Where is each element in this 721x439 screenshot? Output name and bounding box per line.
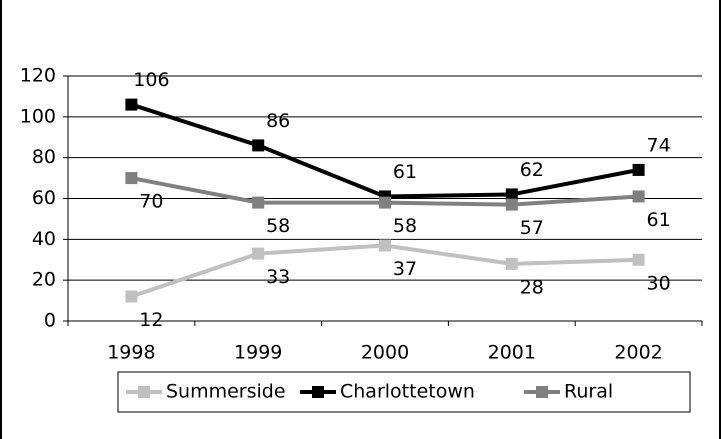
data-point bbox=[632, 190, 645, 203]
data-label: 57 bbox=[520, 217, 544, 239]
data-point bbox=[252, 139, 265, 152]
y-tick-label: 100 bbox=[20, 105, 56, 127]
y-tick-label: 40 bbox=[32, 228, 56, 250]
legend-label: Charlottetown bbox=[340, 381, 475, 403]
data-point bbox=[125, 172, 138, 185]
x-tick-label: 1999 bbox=[234, 342, 282, 364]
data-label: 61 bbox=[393, 161, 417, 183]
x-tick-label: 1998 bbox=[107, 342, 155, 364]
data-point bbox=[379, 239, 391, 252]
data-point bbox=[505, 198, 518, 211]
data-label: 33 bbox=[266, 266, 290, 288]
series-line bbox=[130, 102, 639, 199]
x-tick-label: 2000 bbox=[361, 342, 409, 364]
y-tick-label: 120 bbox=[20, 65, 56, 87]
data-label: 28 bbox=[520, 276, 544, 298]
data-label: 30 bbox=[647, 272, 671, 294]
data-point bbox=[252, 196, 265, 209]
data-point bbox=[252, 247, 265, 260]
data-point bbox=[505, 188, 518, 201]
legend-label: Summerside bbox=[166, 381, 286, 403]
data-point bbox=[632, 253, 645, 266]
data-label: 37 bbox=[393, 258, 417, 280]
data-label: 61 bbox=[647, 209, 671, 231]
y-tick-label: 20 bbox=[32, 269, 56, 291]
legend-label: Rural bbox=[564, 381, 613, 403]
data-label: 106 bbox=[133, 69, 169, 91]
legend-marker bbox=[138, 386, 150, 398]
data-point bbox=[632, 163, 645, 176]
y-tick-label: 80 bbox=[32, 146, 56, 168]
data-label: 12 bbox=[139, 309, 163, 331]
data-point bbox=[505, 257, 518, 270]
data-label: 86 bbox=[266, 110, 290, 132]
y-tick-label: 0 bbox=[44, 310, 56, 332]
x-tick-label: 2002 bbox=[614, 342, 662, 364]
x-tick-label: 2001 bbox=[488, 342, 536, 364]
data-point bbox=[379, 196, 391, 209]
data-point bbox=[125, 98, 138, 111]
series-line bbox=[130, 243, 639, 299]
y-tick-label: 60 bbox=[32, 187, 56, 209]
data-label: 74 bbox=[647, 134, 671, 156]
data-label: 58 bbox=[266, 215, 290, 237]
legend-box bbox=[117, 371, 691, 413]
data-point bbox=[125, 290, 138, 303]
data-label: 70 bbox=[139, 191, 163, 213]
legend-marker bbox=[312, 386, 324, 398]
data-label: 62 bbox=[520, 159, 544, 181]
legend-marker bbox=[536, 386, 548, 398]
data-label: 58 bbox=[393, 215, 417, 237]
